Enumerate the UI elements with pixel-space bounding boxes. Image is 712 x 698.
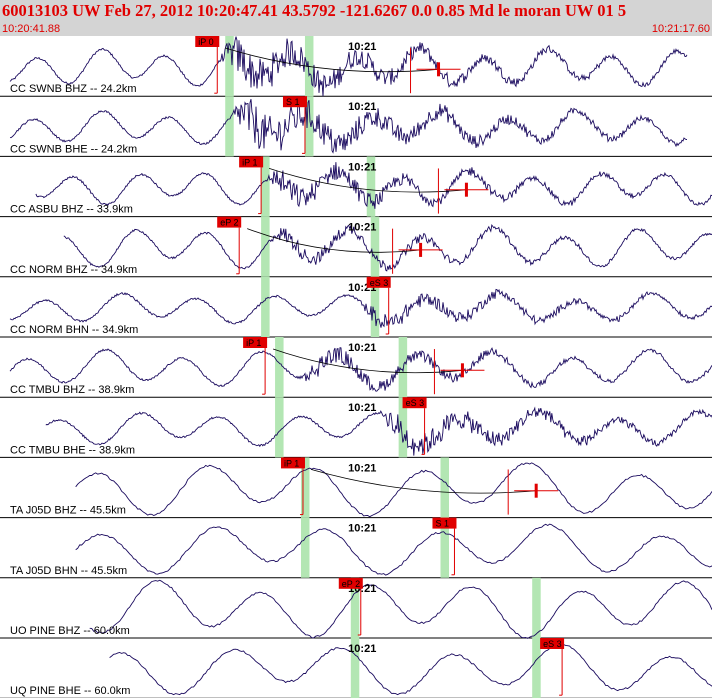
waveform-trace [89, 579, 712, 639]
waveform-trace [9, 347, 712, 392]
coda-marker [419, 242, 423, 257]
pick-label: iP 1 [242, 157, 257, 167]
coda-curve [272, 348, 463, 374]
pick-label: S 1 [286, 97, 300, 107]
minute-marker-label: 10:21 [348, 161, 376, 173]
phase-window [350, 577, 360, 638]
pick-flag [432, 517, 457, 529]
phase-window [261, 276, 270, 337]
minute-marker-label: 10:21 [348, 342, 376, 354]
coda-curve [310, 469, 537, 494]
start-time-label: 10:20:41.88 [2, 23, 61, 35]
pick-label: S 1 [435, 519, 449, 529]
channel-label: CC SWNB BHZ -- 24.2km [10, 83, 137, 95]
waveform-trace [75, 462, 712, 518]
channel-label: CC SWNB BHE -- 24.2km [10, 143, 137, 155]
event-title: 60013103 UW Feb 27, 2012 10:20:47.41 43.… [0, 0, 712, 22]
pick-label: iP 1 [284, 458, 299, 468]
phase-window [398, 397, 408, 458]
channel-label: TA J05D BHZ -- 45.5km [10, 505, 126, 517]
phase-window [350, 638, 360, 698]
trace-plot: 10:21 iP 0 CC SWNB BHZ -- 24.2km 10:21 S 1 CC… [0, 36, 712, 698]
pick-flag [338, 577, 363, 589]
pick-label: iP 0 [198, 37, 213, 47]
coda-marker [464, 182, 468, 197]
pick-label: iP 1 [246, 338, 261, 348]
channel-label: CC NORM BHN -- 34.9km [10, 324, 138, 336]
pick-flag [402, 397, 427, 409]
pick-flag [195, 36, 220, 47]
phase-window [275, 337, 284, 398]
channel-label: UQ PINE BHE -- 60.0km [10, 685, 130, 697]
phase-window [532, 638, 541, 698]
minute-marker-label: 10:21 [348, 462, 376, 474]
waveform-trace [9, 288, 712, 328]
minute-marker-label: 10:21 [348, 523, 376, 535]
coda-curve [225, 47, 439, 73]
pick-label: eS 3 [543, 639, 562, 649]
pick-label: eS 3 [370, 278, 389, 288]
waveform-trace [9, 98, 688, 154]
pick-flag [366, 276, 391, 288]
phase-window [440, 517, 450, 578]
channel-label: CC TMBU BHE -- 38.9km [10, 444, 135, 456]
waveform-trace [75, 523, 712, 576]
minute-marker-label: 10:21 [348, 643, 376, 655]
pick-flag [282, 96, 307, 108]
waveform-trace [9, 36, 688, 97]
channel-label: CC TMBU BHZ -- 38.9km [10, 384, 134, 396]
coda-marker [437, 62, 441, 77]
phase-window [304, 36, 314, 97]
waveform-trace [45, 406, 712, 456]
phase-window [261, 216, 270, 277]
pick-flag [280, 457, 305, 469]
channel-label: UO PINE BHZ -- 60.0km [10, 625, 130, 637]
pick-flag [239, 156, 264, 168]
phase-window [440, 457, 450, 518]
phase-window [275, 397, 284, 458]
coda-curve [268, 168, 467, 193]
minute-marker-label: 10:21 [348, 222, 376, 234]
end-time-label: 10:21:17.60 [651, 23, 710, 35]
pick-label: eP 2 [342, 579, 360, 589]
coda-marker [460, 363, 464, 378]
channel-label: CC ASBU BHZ -- 33.9km [10, 204, 133, 216]
minute-marker-label: 10:21 [348, 41, 376, 53]
pick-flag [217, 216, 242, 228]
coda-marker [534, 483, 538, 498]
phase-window [532, 577, 541, 638]
phase-window [398, 337, 408, 398]
phase-window [370, 276, 380, 337]
minute-marker-label: 10:21 [348, 101, 376, 113]
waveform-trace [35, 162, 712, 209]
phase-window [304, 96, 314, 157]
channel-label: TA J05D BHN -- 45.5km [10, 565, 127, 577]
phase-window [300, 457, 310, 518]
phase-window [300, 517, 310, 578]
pick-label: eP 2 [220, 218, 238, 228]
minute-marker-label: 10:21 [348, 402, 376, 414]
waveform-trace [109, 643, 712, 696]
time-range-bar: 10:20:41.88 10:21:17.60 [0, 22, 712, 36]
coda-curve [247, 228, 421, 253]
phase-window [261, 156, 270, 217]
pick-flag [540, 638, 565, 649]
channel-label: CC NORM BHZ -- 34.9km [10, 264, 137, 276]
pick-flag [243, 337, 268, 348]
phase-window [366, 156, 376, 217]
phase-window [225, 96, 234, 157]
pick-label: eS 3 [406, 398, 425, 408]
phase-window [370, 216, 380, 277]
waveform-trace [63, 224, 712, 272]
phase-window [225, 36, 234, 97]
